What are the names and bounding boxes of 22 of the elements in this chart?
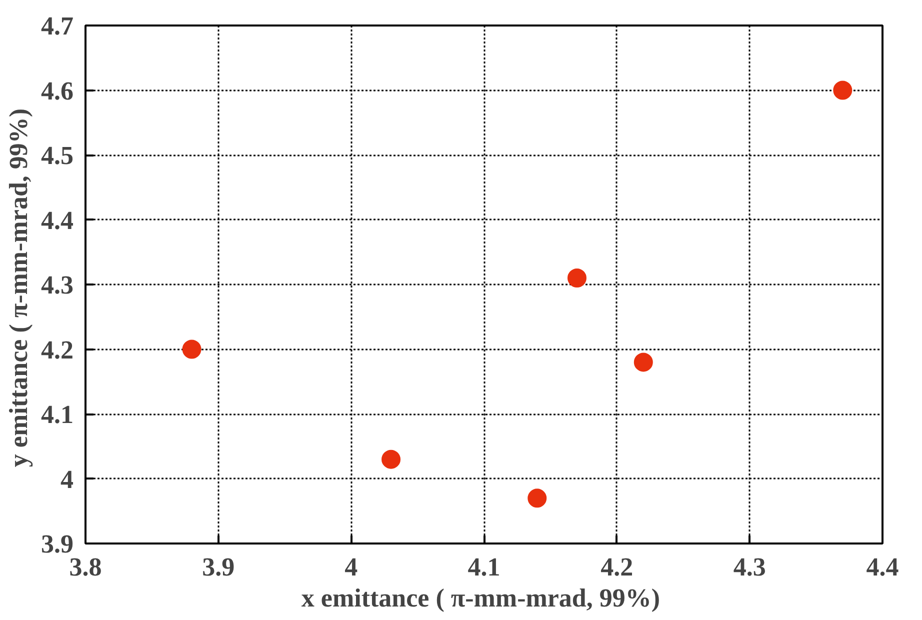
x-tick-label: 4.3 xyxy=(733,552,766,582)
point xyxy=(182,340,202,359)
x-axis-title: x emittance ( π-mm-mrad, 99%) xyxy=(301,584,660,612)
point xyxy=(833,80,852,100)
y-tick-label: 4.6 xyxy=(41,76,74,106)
point xyxy=(528,488,547,508)
y-tick-label: 4.4 xyxy=(41,206,74,235)
x-tick-label: 3.9 xyxy=(202,552,235,582)
x-tick-label: 4 xyxy=(344,552,358,582)
x-tick-label: 4.4 xyxy=(866,552,899,582)
y-tick-label: 4.3 xyxy=(41,270,74,300)
y-tick-label: 4.2 xyxy=(41,335,74,364)
y-axis-title: y emittance ( π-mm-mrad, 99%) xyxy=(4,108,33,468)
y-tick-label: 4.5 xyxy=(41,141,74,170)
y-tick-label: 4.1 xyxy=(41,400,74,429)
point xyxy=(567,268,586,288)
y-tick-label: 4.7 xyxy=(41,12,74,40)
point xyxy=(634,352,653,372)
y-tick-label: 4 xyxy=(60,464,74,494)
x-tick-label: 4.1 xyxy=(468,552,500,582)
point xyxy=(382,450,401,469)
x-tick-label: 4.2 xyxy=(600,552,634,582)
